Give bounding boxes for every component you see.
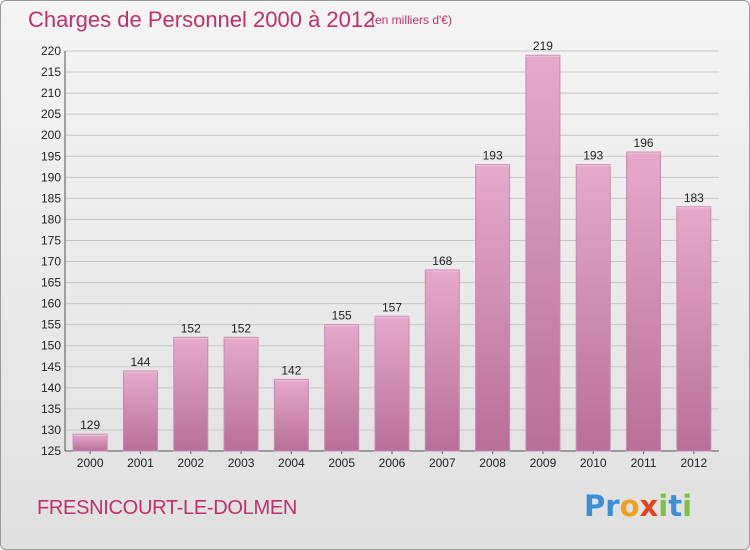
- x-tick-label: 2012: [680, 456, 707, 470]
- y-tick-label: 125: [41, 444, 61, 458]
- x-tick-label: 2004: [278, 456, 305, 470]
- value-label: 157: [382, 300, 402, 314]
- y-tick-label: 170: [41, 255, 61, 269]
- y-tick-label: 150: [41, 339, 61, 353]
- y-tick-label: 195: [41, 149, 61, 163]
- bar-2002: [173, 336, 209, 452]
- y-tick-label: 155: [41, 318, 61, 332]
- bar-2011: [626, 151, 662, 452]
- y-tick-label: 220: [41, 44, 61, 58]
- y-tick-label: 135: [41, 402, 61, 416]
- x-tick-label: 2005: [328, 456, 355, 470]
- logo-letter: x: [639, 489, 659, 523]
- bar-2008: [475, 164, 511, 452]
- logo-letter: i: [658, 489, 669, 523]
- x-tick-label: 2003: [228, 456, 255, 470]
- logo-letter: P: [584, 489, 606, 523]
- chart-title: Charges de Personnel 2000 à 2012: [28, 7, 376, 32]
- bar-2006: [374, 315, 410, 452]
- y-tick-label: 130: [41, 423, 61, 437]
- x-tick-label: 2009: [530, 456, 557, 470]
- value-label: 129: [80, 418, 100, 432]
- y-tick-label: 205: [41, 107, 61, 121]
- value-label: 193: [583, 149, 603, 163]
- place-name: FRESNICOURT-LE-DOLMEN: [37, 497, 298, 519]
- bar-2012: [676, 206, 712, 452]
- x-tick-label: 2000: [77, 456, 104, 470]
- bar-2000: [72, 433, 108, 452]
- y-tick-label: 175: [41, 233, 61, 247]
- value-label: 196: [634, 136, 654, 150]
- y-tick-label: 180: [41, 212, 61, 226]
- value-label: 144: [130, 355, 150, 369]
- logo-letter: i: [682, 489, 693, 523]
- bar-2003: [223, 336, 259, 452]
- y-tick-label: 160: [41, 297, 61, 311]
- bar-2007: [424, 269, 460, 452]
- y-tick-label: 145: [41, 360, 61, 374]
- x-tick-label: 2008: [479, 456, 506, 470]
- x-tick-label: 2001: [127, 456, 154, 470]
- bar-2005: [324, 324, 360, 452]
- bar-2009: [525, 54, 561, 452]
- value-label: 168: [432, 254, 452, 268]
- logo-letter: t: [668, 489, 683, 523]
- value-label: 193: [483, 149, 503, 163]
- x-tick-label: 2007: [429, 456, 456, 470]
- value-label: 155: [332, 309, 352, 323]
- logo-letter: r: [605, 489, 620, 523]
- bar-2010: [575, 164, 611, 452]
- logo-letter: o: [619, 489, 640, 523]
- x-tick-label: 2006: [379, 456, 406, 470]
- y-tick-label: 140: [41, 381, 61, 395]
- bar-2004: [273, 378, 309, 452]
- x-tick-label: 2010: [580, 456, 607, 470]
- value-label: 152: [231, 321, 251, 335]
- value-label: 219: [533, 39, 553, 53]
- chart-unit-note: (en milliers d'€): [371, 13, 452, 27]
- bar-2001: [122, 370, 158, 452]
- value-label: 142: [281, 363, 301, 377]
- value-label: 183: [684, 191, 704, 205]
- value-label: 152: [181, 321, 201, 335]
- x-tick-label: 2002: [177, 456, 204, 470]
- y-tick-label: 215: [41, 65, 61, 79]
- y-tick-label: 190: [41, 170, 61, 184]
- y-tick-label: 165: [41, 276, 61, 290]
- x-tick-label: 2011: [631, 456, 657, 470]
- proxiti-logo: Proxiti: [584, 489, 692, 523]
- y-tick-label: 185: [41, 191, 61, 205]
- y-tick-label: 200: [41, 128, 61, 142]
- y-tick-label: 210: [41, 86, 61, 100]
